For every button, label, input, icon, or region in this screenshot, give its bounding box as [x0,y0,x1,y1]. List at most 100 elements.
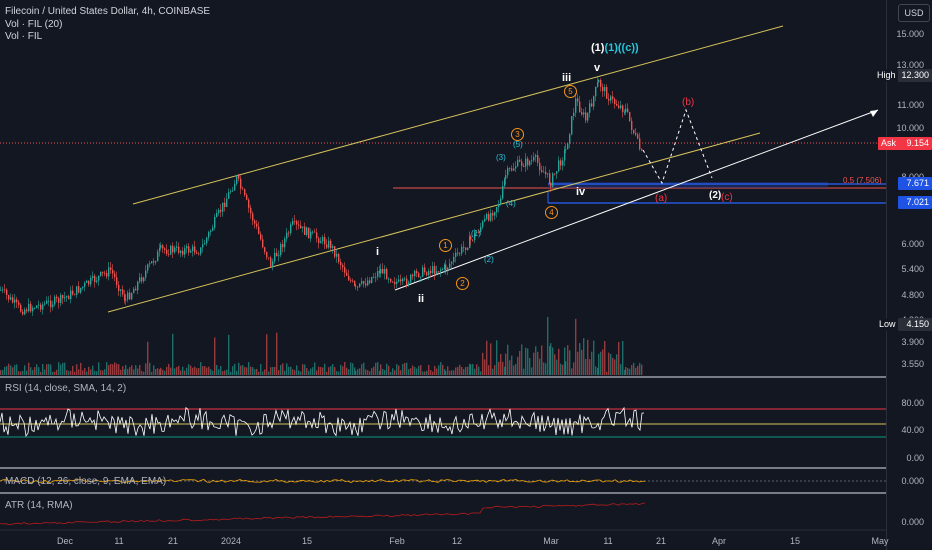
volume-bar [396,364,398,375]
price-axis[interactable] [886,0,932,550]
volume-bar [404,362,406,375]
candle-body [550,183,552,187]
candle-body [414,270,416,277]
volume-bar [332,364,334,375]
currency-button[interactable]: USD [898,4,930,22]
volume-bar [365,369,367,375]
volume-bar [533,352,535,375]
candle-body [254,220,256,224]
volume-bar [60,364,62,375]
volume-bar [116,363,118,375]
price-tick: 3.550 [901,359,924,369]
volume-bar [478,366,480,375]
candle-body [500,198,502,205]
volume-bar [42,364,44,375]
candle-body [398,279,400,282]
volume-bar [494,365,496,375]
volume-bar [515,363,517,375]
chart-canvas[interactable] [0,0,886,550]
volume-bar [84,368,86,375]
volume-bar [204,366,206,375]
volume-bar [334,367,336,375]
volume-bar [369,371,371,375]
volume-bar [20,371,22,375]
volume-bar [463,369,465,375]
level-2-value: 7.021 [898,196,932,209]
candle-body [474,232,476,240]
ask-label: Ask [878,137,900,150]
volume-bar [54,371,56,375]
candle-body [558,160,560,172]
volume-bar [472,364,474,375]
candle-body [112,269,114,274]
candle-body [14,299,16,303]
volume-bar [474,368,476,375]
volume-bar [476,364,478,375]
volume-bar [155,368,157,375]
candle-body [581,112,583,115]
volume-bar [302,364,304,375]
candle-body [124,294,126,301]
candle-body [129,292,131,300]
candle-body [268,257,270,259]
candle-body [84,282,86,287]
candle-body [248,199,250,208]
volume-bar [16,364,18,375]
atr-line [0,502,646,526]
candle-body [72,290,74,295]
candle-body [168,253,170,255]
volume-bar [470,364,472,375]
volume-bar [432,371,434,375]
volume-bar [457,367,459,375]
volume-bar [153,365,155,375]
volume-bar [190,365,192,375]
candle-body [525,158,527,167]
candle-body [404,278,406,280]
volume-bar [406,362,408,375]
candle-body [502,186,504,199]
volume-bar [583,338,585,375]
candle-body [486,213,488,219]
candle-body [153,261,155,263]
volume-bar [218,369,220,375]
volume-bar [145,363,147,375]
candle-body [202,244,204,248]
candle-body [102,271,104,273]
candle-body [449,263,451,268]
candle-body [616,103,618,106]
volume-bar [129,367,131,375]
volume-bar [72,365,74,375]
candle-body [545,171,547,175]
candle-body [382,268,384,274]
candle-body [18,302,20,305]
candle-body [122,289,124,295]
volume-bar [62,362,64,375]
projection-path [642,108,713,185]
candle-body [504,178,506,187]
volume-bar [262,371,264,375]
candle-body [408,282,410,286]
volume-bar [442,364,444,375]
candle-body [498,204,500,208]
volume-bar [449,370,451,375]
fib-label: 0.5 (7.506) [843,176,882,185]
volume-bar [143,371,145,375]
volume-bar [258,371,260,375]
candle-body [272,261,274,268]
candle-body [304,226,306,236]
volume-bar [256,368,258,375]
volume-bars [0,316,643,375]
candle-body [74,294,76,296]
candle-body [10,297,12,300]
volume-bar [246,367,248,375]
volume-bar [418,365,420,375]
candle-body [178,246,180,253]
volume-bar [90,369,92,375]
candle-body [8,295,10,300]
candle-body [577,98,579,102]
rsi-legend: RSI (14, close, SMA, 14, 2) [5,383,127,394]
volume-bar [88,366,90,375]
wave-iv: iv [576,186,586,198]
volume-bar [384,370,386,375]
candle-body [422,267,424,277]
